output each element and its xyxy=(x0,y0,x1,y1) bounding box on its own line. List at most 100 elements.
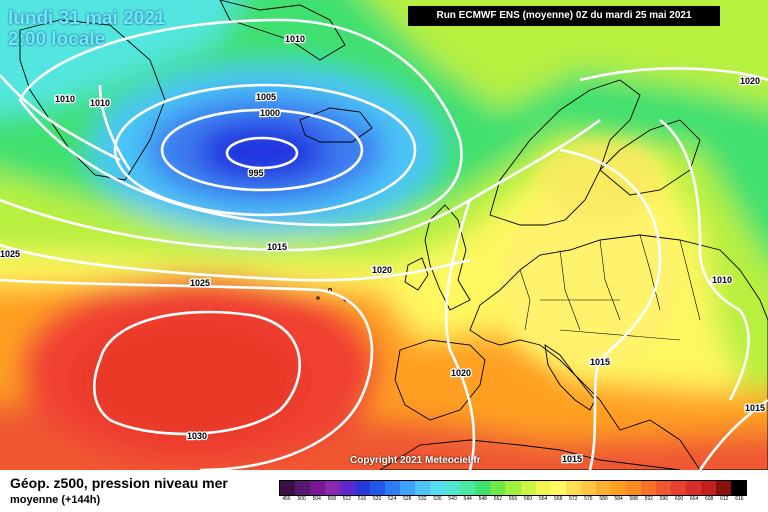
isobar-1010-east xyxy=(659,118,750,401)
color-legend: 456 500 504 508 512 516 520 524 528 532 536 540 544 5… xyxy=(279,480,747,505)
legend-swatch xyxy=(700,481,716,495)
footer-subtitle: moyenne (+144h) xyxy=(10,494,101,506)
legend-swatch xyxy=(535,481,551,495)
legend-tick: 520 xyxy=(372,496,382,502)
legend-tick: 544 xyxy=(463,496,472,502)
legend-tick: 512 xyxy=(342,496,352,502)
legend-swatch xyxy=(400,481,416,495)
legend-tick: 528 xyxy=(403,496,412,502)
coastlines xyxy=(19,0,768,470)
legend-tick: 500 xyxy=(297,496,306,502)
legend-tick: 552 xyxy=(493,496,503,502)
copyright-text: Copyright 2021 Meteociel.fr xyxy=(350,455,481,466)
legend-tick: 604 xyxy=(689,496,699,502)
isobar-1015-east xyxy=(559,148,662,470)
legend-swatch xyxy=(310,481,326,495)
forecast-date: lundi 31 mai 2021 2:00 locale xyxy=(8,8,165,50)
legend-tick: 556 xyxy=(508,496,518,502)
isobar-label: 995 xyxy=(248,168,263,178)
isobar-label: 1010 xyxy=(90,98,110,108)
isobar-1015-se xyxy=(698,398,768,470)
legend-swatch xyxy=(640,481,656,495)
legend-tick: 612 xyxy=(720,496,729,502)
legend-swatch xyxy=(280,481,296,495)
legend-swatch xyxy=(520,481,536,495)
legend-tick: 580 xyxy=(599,496,608,502)
date-line: lundi 31 mai 2021 xyxy=(8,8,166,29)
footer-title: Géop. z500, pression niveau mer xyxy=(10,475,228,491)
legend-tick: 536 xyxy=(433,496,442,502)
isobar-1020-ne xyxy=(579,67,768,82)
isobar-label: 1015 xyxy=(267,242,287,252)
isobar-label: 1005 xyxy=(256,92,276,102)
legend-tick: 564 xyxy=(538,496,548,502)
isobar-1020-east xyxy=(444,199,476,470)
isobar-label: 1000 xyxy=(260,108,280,118)
time-line: 2:00 locale xyxy=(8,29,106,50)
isobar-label: 1020 xyxy=(372,265,392,275)
legend-swatch xyxy=(415,481,431,495)
isobar-1020-north xyxy=(0,243,471,282)
legend-tick: 616 xyxy=(735,496,744,502)
legend-swatch xyxy=(475,481,491,495)
isobar-1000 xyxy=(160,108,364,192)
legend-swatch xyxy=(595,481,611,495)
isobar-label: 1025 xyxy=(0,249,20,259)
legend-tick: 504 xyxy=(312,496,321,502)
legend-swatch xyxy=(490,481,506,495)
legend-swatch xyxy=(670,481,686,495)
legend-swatch xyxy=(505,481,521,495)
legend-tick: 524 xyxy=(388,496,397,502)
legend-swatch xyxy=(430,481,446,495)
legend-swatch xyxy=(565,481,581,495)
legend-swatch xyxy=(625,481,641,495)
legend-swatch xyxy=(355,481,371,495)
isobar-1015-north xyxy=(0,118,601,252)
legend-tick: 532 xyxy=(418,496,427,502)
legend-swatch xyxy=(685,481,701,495)
isobar-label: 1015 xyxy=(745,403,765,413)
legend-tick: 608 xyxy=(705,496,714,502)
legend-tick: 596 xyxy=(659,496,669,502)
legend-tick: 456 xyxy=(282,496,291,502)
isobar-1010-west xyxy=(0,74,132,171)
isobar-label: 1020 xyxy=(740,76,760,86)
run-info-banner: Run ECMWF ENS (moyenne) 0Z du mardi 25 m… xyxy=(408,6,720,26)
isobar-label: 1030 xyxy=(187,431,207,441)
legend-ticks: 456 500 504 508 512 516 520 524 528 532 536 540 544 5… xyxy=(279,496,747,502)
legend-tick: 592 xyxy=(644,496,653,502)
isobar-label: 1020 xyxy=(451,368,471,378)
legend-tick: 540 xyxy=(448,496,457,502)
isobars xyxy=(0,18,768,470)
isobar-label: 1015 xyxy=(562,454,582,464)
legend-swatch xyxy=(325,481,341,495)
legend-swatch xyxy=(715,481,731,495)
legend-tick: 600 xyxy=(674,496,684,502)
legend-swatch xyxy=(610,481,626,495)
legend-swatches xyxy=(279,480,747,496)
map-footer: Géop. z500, pression niveau mer moyenne … xyxy=(0,470,768,512)
legend-swatch xyxy=(550,481,566,495)
legend-tick: 572 xyxy=(569,496,578,502)
legend-tick: 548 xyxy=(478,496,487,502)
isobar-995 xyxy=(225,136,299,170)
geopotential-field xyxy=(0,0,768,470)
isobar-1010-greenland xyxy=(18,18,463,227)
legend-tick: 584 xyxy=(614,496,623,502)
legend-swatch xyxy=(370,481,386,495)
legend-tick: 516 xyxy=(357,496,367,502)
isobar-label: 1010 xyxy=(55,94,75,104)
legend-swatch xyxy=(295,481,311,495)
isobar-label: 1015 xyxy=(590,357,610,367)
isobar-1025 xyxy=(0,278,374,470)
isobar-1005 xyxy=(113,83,417,217)
legend-swatch xyxy=(385,481,401,495)
isobar-label: 1010 xyxy=(285,34,305,44)
legend-tick: 568 xyxy=(554,496,563,502)
legend-tick: 576 xyxy=(584,496,593,502)
legend-swatch xyxy=(655,481,671,495)
isobar-label: 1025 xyxy=(190,278,210,288)
legend-swatch xyxy=(460,481,476,495)
legend-tick: 508 xyxy=(327,496,336,502)
isobar-label: 1010 xyxy=(712,275,732,285)
